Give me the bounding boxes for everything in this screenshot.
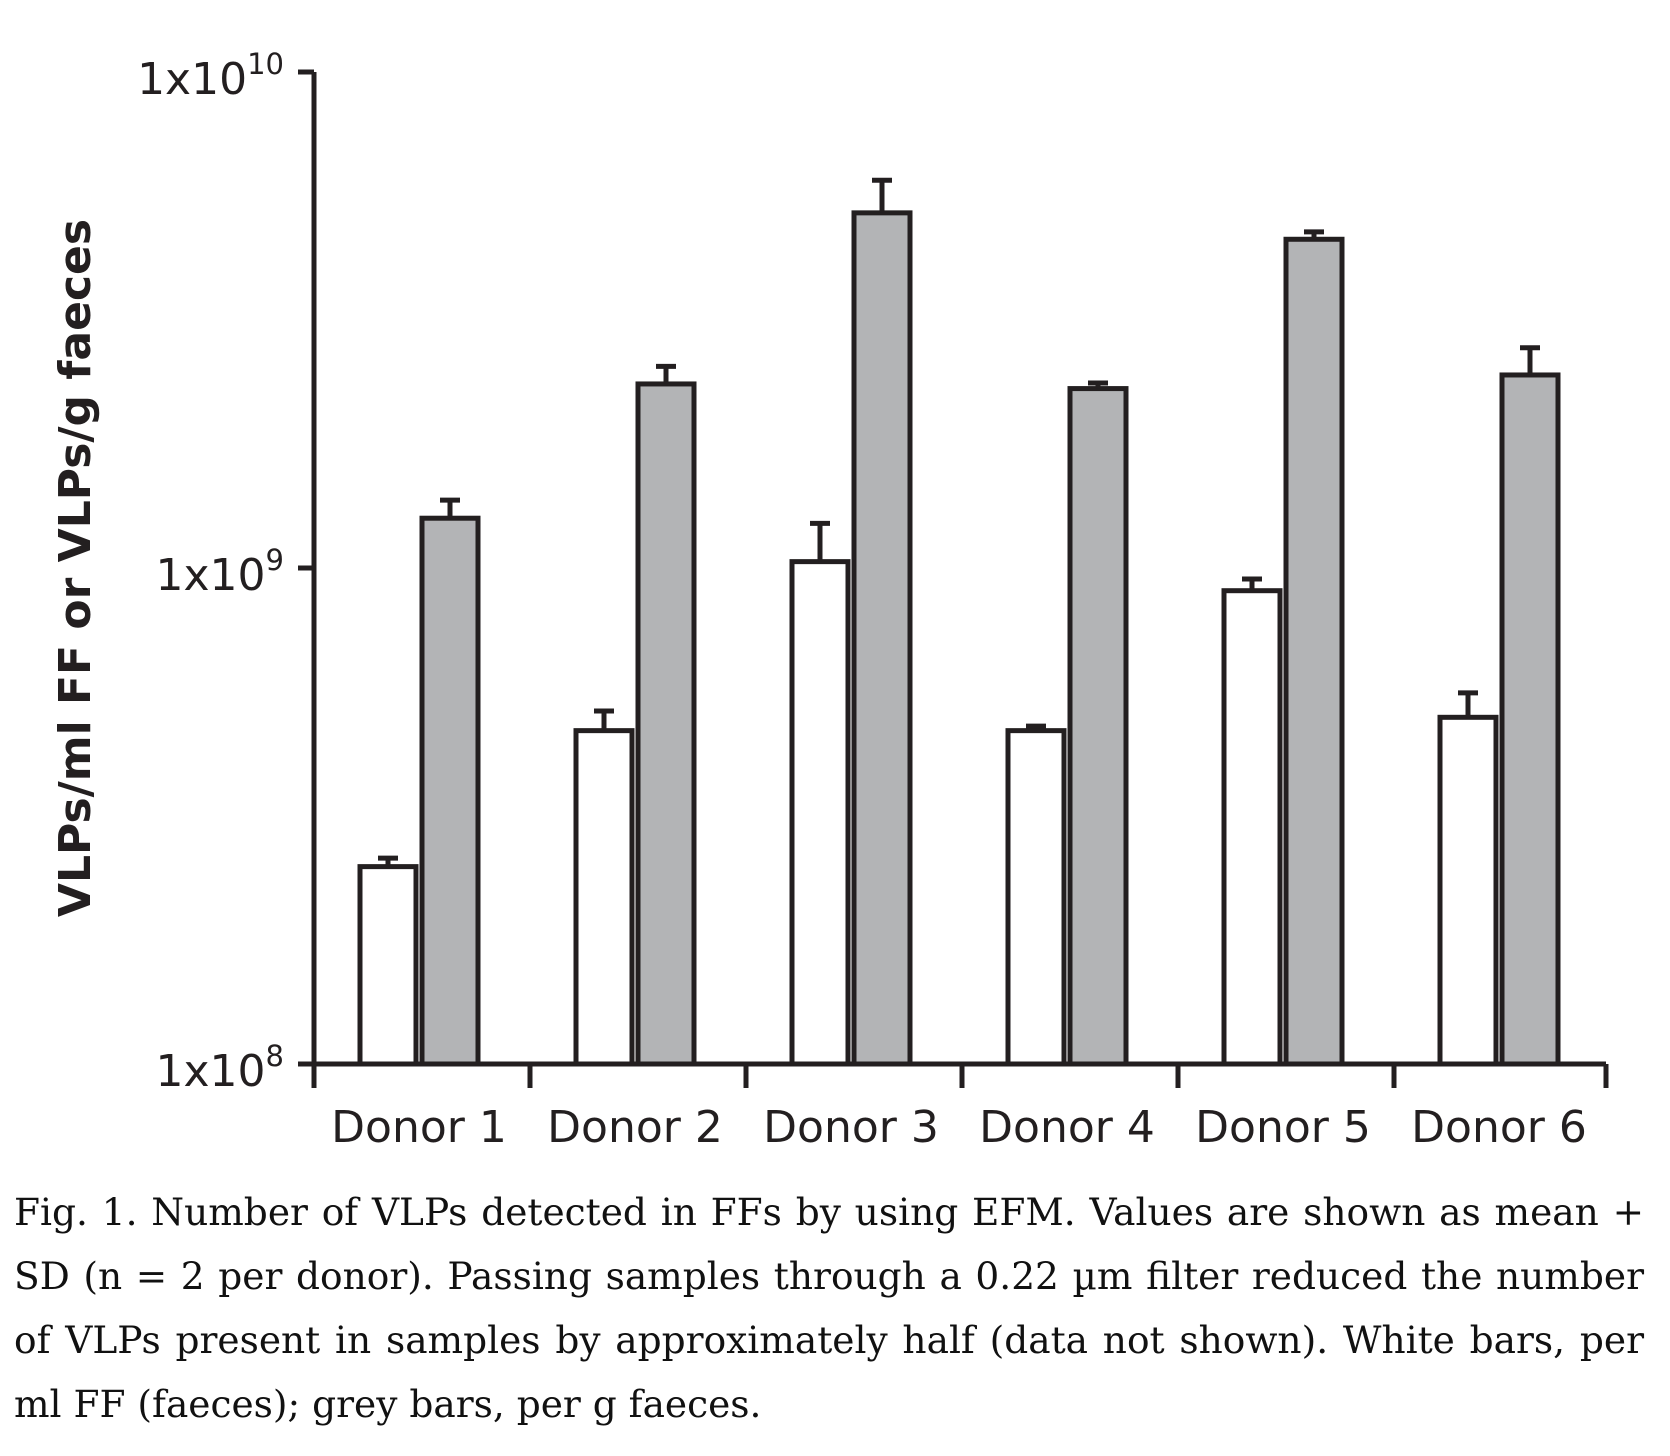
y-tick-label: 1x108 xyxy=(156,1039,284,1097)
x-category-label: Donor 1 xyxy=(331,1102,507,1153)
x-category-label: Donor 3 xyxy=(763,1102,939,1153)
bar-white-4 xyxy=(1005,728,1067,1067)
bar-white-2 xyxy=(573,728,635,1067)
bar-white-1 xyxy=(357,864,419,1067)
bar-grey-1 xyxy=(419,515,481,1067)
figure-caption: Fig. 1. Number of VLPs detected in FFs b… xyxy=(14,1190,1644,1426)
y-tick-label: 1x109 xyxy=(156,543,284,601)
bar-grey-5 xyxy=(1283,236,1345,1067)
figure: 1x108 1x109 1x1010 Donor 1 Donor 2 Donor 3 Don… xyxy=(50,47,1609,1153)
x-category-label: Donor 6 xyxy=(1411,1102,1587,1153)
bar-white-3 xyxy=(789,559,851,1067)
bar-grey-2 xyxy=(635,381,697,1067)
x-category-label: Donor 2 xyxy=(547,1102,723,1153)
bar-grey-6 xyxy=(1499,372,1561,1067)
axes xyxy=(298,69,1609,1088)
bars xyxy=(357,177,1561,1067)
y-axis-title: VLPs/ml FF or VLPs/g faeces xyxy=(50,219,101,917)
bar-chart: 1x108 1x109 1x1010 Donor 1 Donor 2 Donor 3 Don… xyxy=(50,47,1609,1153)
bar-white-5 xyxy=(1221,588,1283,1067)
x-category-label: Donor 4 xyxy=(979,1102,1155,1153)
y-tick-label: 1x1010 xyxy=(137,47,284,105)
bar-grey-4 xyxy=(1067,386,1129,1067)
x-category-label: Donor 5 xyxy=(1195,1102,1371,1153)
bar-grey-3 xyxy=(851,210,913,1067)
labels: 1x108 1x109 1x1010 Donor 1 Donor 2 Donor 3 Don… xyxy=(137,47,1587,1153)
bar-white-6 xyxy=(1437,714,1499,1067)
